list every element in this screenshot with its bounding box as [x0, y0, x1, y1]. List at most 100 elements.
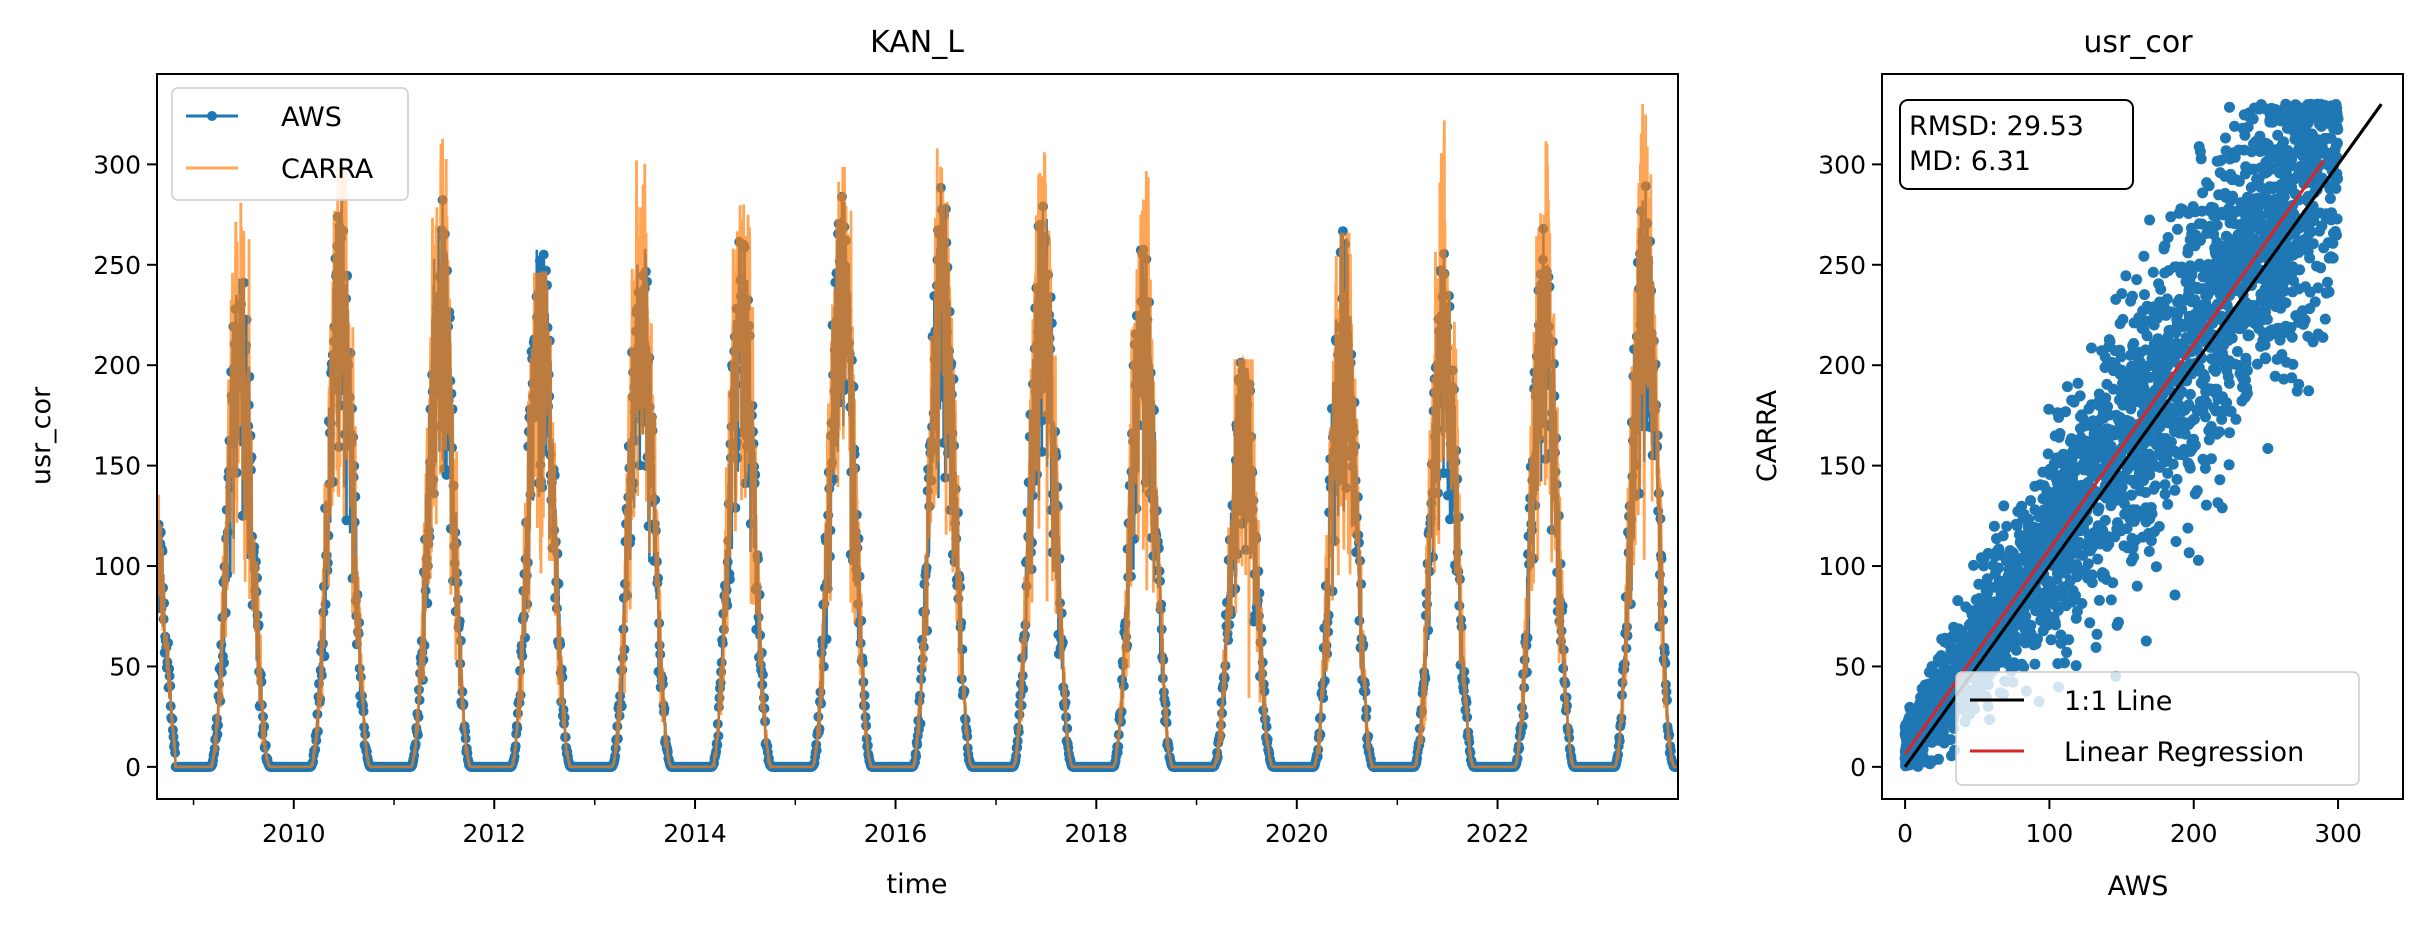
scatter-point [2272, 129, 2284, 141]
scatter-point [2223, 459, 2235, 471]
scatter-point [2189, 413, 2200, 425]
timeseries-x-tick-label: 2016 [864, 819, 928, 848]
aws-data-point [341, 515, 352, 526]
timeseries-x-tick-label: 2018 [1064, 819, 1128, 848]
scatter-point [2143, 448, 2155, 460]
scatter-point [2331, 137, 2343, 149]
scatter-point [2070, 660, 2082, 672]
scatter-point [2278, 373, 2290, 385]
scatter-point [2139, 289, 2150, 301]
scatter-point [2214, 167, 2226, 179]
scatter-point [2066, 394, 2078, 406]
scatter-point [1973, 593, 1985, 604]
timeseries-y-tick-label: 50 [109, 652, 141, 681]
scatter-point [2201, 177, 2213, 189]
scatter-point [2224, 427, 2235, 439]
scatter-point [2182, 522, 2194, 534]
scatter-point [2167, 458, 2179, 470]
scatter-point [2243, 329, 2255, 341]
timeseries-x-tick-label: 2022 [1466, 819, 1530, 848]
scatter-point [1968, 559, 1980, 571]
scatter-point [2237, 381, 2248, 393]
scatter-point [2153, 278, 2165, 290]
scatter-point [2143, 545, 2155, 557]
scatter-point [2109, 345, 2121, 357]
scatter-point [2327, 237, 2339, 249]
scatter-point [2284, 328, 2296, 339]
scatter-point [2194, 258, 2206, 270]
timeseries-x-tick-label: 2014 [663, 819, 727, 848]
scatter-point [2207, 273, 2219, 285]
scatter-point [2255, 99, 2267, 111]
legend-aws-label: AWS [281, 102, 342, 133]
timeseries-panel: KAN_L 2010 2012 2014 2016 2018 2020 2022 05010… [26, 25, 1679, 900]
scatter-point [2147, 266, 2159, 278]
scatter-point [2064, 575, 2076, 587]
scatter-point [2162, 467, 2174, 479]
scatter-point [2199, 462, 2211, 474]
scatter-point [2215, 154, 2227, 166]
scatter-point [2149, 480, 2161, 492]
scatter-point [2138, 250, 2150, 262]
scatter-point [2170, 536, 2182, 547]
scatter-point [2312, 328, 2324, 340]
scatter-point [2201, 227, 2213, 239]
scatter-point [2154, 296, 2166, 308]
scatter-point [2001, 520, 2013, 532]
timeseries-y-tick-label: 150 [93, 452, 141, 481]
scatter-point [2220, 132, 2231, 144]
scatter-point [2105, 594, 2117, 606]
scatter-point [2224, 212, 2236, 223]
timeseries-y-tick-label: 250 [93, 251, 141, 280]
scatter-point [2092, 520, 2104, 532]
scatter-point [2274, 334, 2286, 346]
timeseries-x-label: time [886, 869, 947, 900]
scatter-point [2233, 219, 2245, 231]
scatter-point [2106, 489, 2118, 501]
scatter-point [2097, 571, 2109, 583]
timeseries-title: KAN_L [870, 25, 964, 60]
scatter-point [2257, 327, 2269, 339]
scatter-point [2193, 141, 2205, 153]
scatter-point [2124, 349, 2136, 361]
timeseries-y-tick-label: 0 [125, 753, 141, 782]
timeseries-y-label: usr_cor [26, 386, 57, 485]
scatter-point [2083, 403, 2095, 415]
scatter-point [2061, 381, 2073, 393]
scatter-point [2084, 617, 2096, 629]
scatter-point [2220, 145, 2232, 157]
scatter-point [2319, 313, 2331, 325]
scatter-point [1998, 500, 2010, 512]
scatter-point [2322, 276, 2333, 288]
scatter-point [2212, 497, 2224, 509]
scatter-point [2091, 628, 2103, 640]
scatter-title: usr_cor [2083, 25, 2193, 60]
scatter-point [2025, 619, 2037, 631]
scatter-point [2192, 554, 2204, 566]
scatter-point [2093, 388, 2105, 400]
timeseries-x-tick-label: 2010 [262, 819, 326, 848]
scatter-point [2101, 359, 2113, 371]
scatter-point [2053, 411, 2065, 423]
timeseries-y-tick-label: 300 [93, 150, 141, 179]
scatter-point [2238, 109, 2250, 121]
scatter-point [2159, 488, 2171, 500]
scatter-point [2326, 207, 2337, 219]
scatter-point [2225, 168, 2237, 180]
scatter-point [2169, 484, 2181, 496]
scatter-point [2101, 540, 2113, 552]
scatter-point [2210, 365, 2222, 377]
timeseries-plot-area [157, 104, 1678, 772]
scatter-point [2239, 391, 2251, 403]
scatter-point [2101, 378, 2113, 390]
scatter-point [2183, 547, 2195, 559]
timeseries-legend: AWS CARRA [171, 87, 409, 201]
scatter-point [2246, 193, 2258, 205]
scatter-point [2184, 446, 2196, 457]
scatter-point [2063, 634, 2075, 646]
scatter-point [2262, 139, 2274, 151]
scatter-point [2263, 153, 2275, 165]
aws-data-point [1445, 514, 1455, 525]
aws-data-point [441, 469, 452, 480]
scatter-point [2125, 295, 2137, 307]
